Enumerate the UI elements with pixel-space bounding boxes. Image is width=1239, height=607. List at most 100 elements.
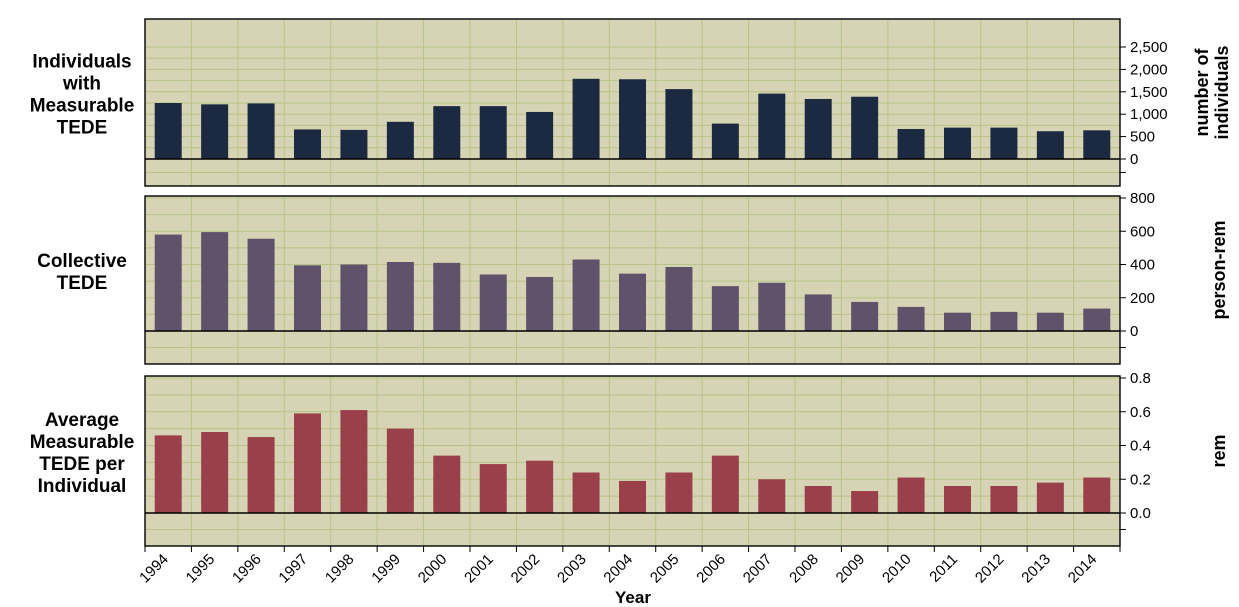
- bar-1999: [386, 121, 414, 159]
- bar-2001: [479, 274, 507, 331]
- bar-1997: [294, 129, 321, 159]
- panel-label-line: TEDE: [57, 118, 108, 139]
- y-tick-label: 0.6: [1130, 404, 1151, 421]
- panel-label-line: Individual: [38, 476, 127, 497]
- bar-2010: [897, 128, 925, 159]
- y-tick-label: 2,000: [1130, 61, 1168, 78]
- y-tick-label: 0.2: [1130, 471, 1151, 488]
- bar-1998: [340, 410, 368, 513]
- x-axis-title: Year: [615, 588, 651, 607]
- y-tick-label: 1,000: [1130, 106, 1168, 123]
- y-tick-label: 0.0: [1130, 505, 1151, 522]
- bar-2004: [619, 273, 646, 331]
- bar-2014: [1083, 477, 1111, 513]
- bar-1999: [386, 428, 414, 513]
- y-tick-label: 200: [1130, 290, 1155, 307]
- x-tick-label-2007: 2007: [740, 551, 776, 587]
- bar-1994: [154, 234, 182, 331]
- x-tick-label-2010: 2010: [879, 551, 915, 587]
- bar-1996: [247, 437, 275, 513]
- bar-2009: [851, 491, 879, 513]
- x-tick-label-2013: 2013: [1018, 551, 1054, 587]
- bar-2000: [433, 455, 461, 513]
- bar-2004: [619, 480, 646, 513]
- x-tick-label-1995: 1995: [183, 551, 219, 587]
- bar-2010: [897, 306, 925, 331]
- y-tick-label: 0: [1130, 151, 1138, 168]
- unit-label-line: rem: [1209, 434, 1229, 467]
- bar-1998: [340, 129, 368, 159]
- bar-2003: [572, 472, 600, 513]
- bar-2009: [851, 301, 879, 331]
- y-tick-label: 500: [1130, 129, 1155, 146]
- panel-label-line: Measurable: [30, 432, 135, 453]
- x-tick-label-2001: 2001: [461, 551, 497, 587]
- plot-background: [145, 376, 1120, 546]
- panel-label-line: Average: [45, 410, 119, 431]
- bar-1994: [154, 435, 182, 513]
- panel-label-line: TEDE: [57, 273, 108, 294]
- x-tick-label-1994: 1994: [136, 551, 172, 587]
- bar-2012: [990, 127, 1018, 159]
- plot-frame: [144, 18, 1121, 187]
- panel-label: Collective TEDE: [37, 251, 127, 294]
- y-tick-label: 600: [1130, 223, 1155, 240]
- plot-frame: [144, 195, 1121, 365]
- panel-label-line: Measurable: [30, 96, 135, 117]
- bar-2013: [1036, 482, 1064, 513]
- bar-2006: [711, 123, 739, 159]
- y-tick-label: 0.4: [1130, 438, 1151, 455]
- bar-2002: [526, 460, 554, 513]
- bar-2011: [944, 127, 971, 159]
- x-tick-label-2011: 2011: [926, 551, 961, 586]
- bar-2003: [572, 259, 600, 331]
- bar-2012: [990, 311, 1018, 331]
- bar-2007: [758, 93, 786, 159]
- bar-2004: [619, 79, 646, 159]
- x-axis: 1994 1995 1996 1997 1998 1999 2000 2001 2002 2003…: [136, 546, 1121, 607]
- bar-2005: [665, 266, 693, 331]
- unit-label: number ofindividuals: [1192, 45, 1232, 139]
- x-tick-label-1999: 1999: [368, 551, 404, 587]
- bar-2014: [1083, 130, 1111, 159]
- bar-2011: [944, 312, 971, 331]
- bar-2000: [433, 262, 461, 331]
- bar-2013: [1036, 312, 1064, 331]
- panel-3: 0.0 0.2 0.4 0.6 0.8 Average Measurable TEDE per…: [30, 370, 1229, 547]
- bar-2001: [479, 106, 507, 159]
- panel-label: Average Measurable TEDE per Individual: [30, 410, 135, 497]
- panel-label-line: Collective: [37, 251, 127, 272]
- x-tick-label-2009: 2009: [833, 551, 869, 587]
- bar-2005: [665, 472, 693, 513]
- bar-2003: [572, 78, 600, 159]
- bar-1997: [294, 265, 321, 331]
- panel-label: Individuals with Measurable TEDE: [30, 52, 135, 139]
- x-tick-label-2008: 2008: [786, 551, 822, 587]
- bar-2008: [804, 98, 832, 159]
- x-tick-label-2003: 2003: [554, 551, 590, 587]
- y-tick-label: 0.8: [1130, 370, 1151, 387]
- bar-2007: [758, 479, 786, 513]
- bar-1995: [201, 232, 229, 331]
- bar-1999: [386, 262, 414, 331]
- bar-2002: [526, 276, 554, 331]
- x-tick-label-1996: 1996: [229, 551, 265, 587]
- y-tick-label: 2,500: [1130, 39, 1168, 56]
- y-tick-label: 800: [1130, 190, 1155, 207]
- bar-1997: [294, 413, 321, 513]
- x-tick-label-2005: 2005: [647, 551, 683, 587]
- bar-2011: [944, 486, 971, 513]
- unit-label-line: number of: [1192, 47, 1212, 136]
- bar-2013: [1036, 131, 1064, 159]
- bar-2006: [711, 286, 739, 331]
- bar-1995: [201, 104, 229, 159]
- plot-frame: [144, 375, 1121, 547]
- bar-1998: [340, 264, 368, 331]
- unit-label-line: individuals: [1212, 45, 1232, 139]
- bar-2006: [711, 455, 739, 513]
- x-tick-label-2002: 2002: [508, 551, 544, 587]
- bar-2010: [897, 477, 925, 513]
- unit-label: person-rem: [1209, 220, 1229, 319]
- x-tick-label-1997: 1997: [275, 551, 311, 587]
